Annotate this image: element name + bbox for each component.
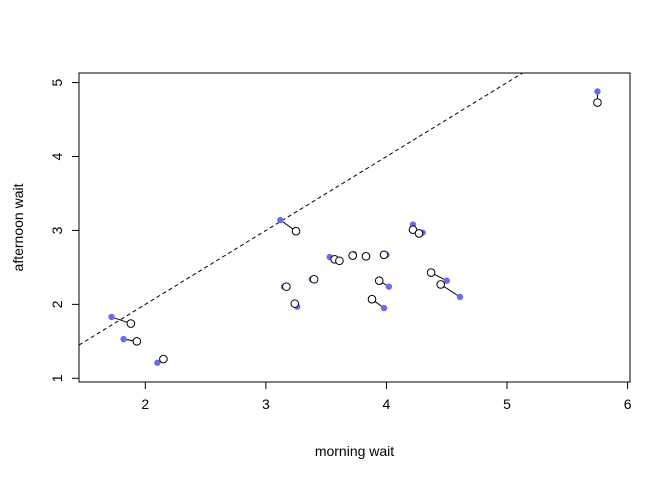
open-point xyxy=(361,252,371,261)
y-axis-label: afternoon wait xyxy=(10,183,26,271)
y-tick-label: 4 xyxy=(49,152,65,160)
y-tick-label: 2 xyxy=(49,300,65,308)
open-point xyxy=(126,319,136,328)
data-points xyxy=(108,88,602,366)
identity-reference-line xyxy=(78,72,523,346)
open-point xyxy=(348,251,357,260)
open-point xyxy=(291,226,301,236)
x-tick-label: 2 xyxy=(141,396,149,412)
x-tick-label: 4 xyxy=(383,396,391,412)
open-point xyxy=(132,337,142,346)
filled-point xyxy=(120,335,127,343)
y-tick-label: 5 xyxy=(49,79,65,87)
plot-frame xyxy=(78,72,631,383)
y-axis: 1 2 3 4 5 xyxy=(49,79,80,382)
open-point xyxy=(408,225,418,235)
x-tick-label: 6 xyxy=(624,396,632,412)
filled-point xyxy=(380,304,388,312)
x-tick-label: 5 xyxy=(503,396,511,412)
filled-point xyxy=(456,293,464,301)
filled-point xyxy=(385,283,393,290)
open-point xyxy=(436,280,446,289)
filled-point xyxy=(108,313,115,321)
filled-point xyxy=(443,277,450,284)
open-point xyxy=(290,299,300,308)
shrinkage-segments xyxy=(111,91,598,364)
filled-point xyxy=(594,88,601,95)
open-point xyxy=(414,229,424,238)
open-point xyxy=(309,274,319,284)
y-tick-label: 1 xyxy=(49,374,65,382)
open-point xyxy=(282,282,291,291)
x-tick-label: 3 xyxy=(262,396,270,412)
filled-point xyxy=(277,216,284,224)
x-axis-label: morning wait xyxy=(315,443,394,459)
open-point xyxy=(426,268,436,277)
open-point xyxy=(335,256,344,266)
filled-point xyxy=(154,359,161,366)
open-point xyxy=(367,294,377,304)
open-point xyxy=(379,250,389,260)
open-point xyxy=(593,98,602,107)
reference-line-layer xyxy=(78,72,523,346)
open-point xyxy=(159,354,168,364)
open-point xyxy=(374,276,384,286)
y-tick-label: 3 xyxy=(49,226,65,234)
x-axis: 2 3 4 5 6 xyxy=(141,381,632,412)
